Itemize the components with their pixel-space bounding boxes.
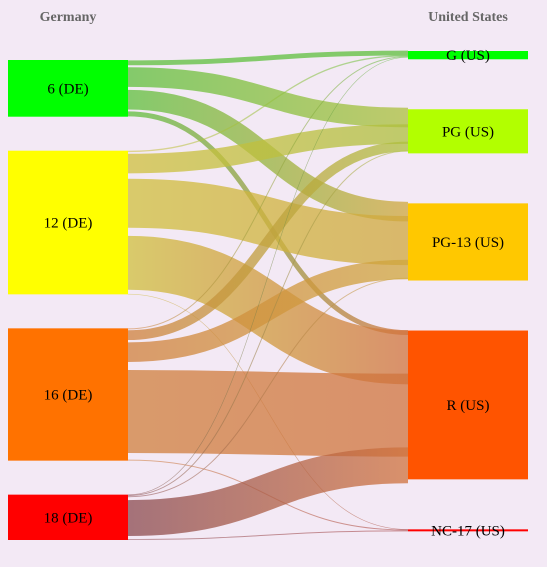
right-node-pg[interactable] bbox=[408, 109, 528, 154]
left-node-label-de6: 6 (DE) bbox=[47, 81, 88, 97]
left-node-de16[interactable] bbox=[8, 328, 128, 461]
right-node-r[interactable] bbox=[408, 330, 528, 480]
left-node-label-de12: 12 (DE) bbox=[44, 216, 93, 232]
right-node-nc17[interactable] bbox=[408, 529, 528, 532]
right-node-label-r: R (US) bbox=[447, 398, 490, 414]
link-de12-to-g[interactable] bbox=[127, 55, 409, 153]
link-de18-to-g[interactable] bbox=[127, 56, 409, 496]
left-node-de18[interactable] bbox=[8, 494, 128, 540]
link-de6-to-g[interactable] bbox=[127, 50, 409, 66]
link-de18-to-r[interactable] bbox=[127, 447, 409, 537]
link-de12-to-pg13[interactable] bbox=[127, 178, 409, 266]
link-de18-to-pg13[interactable] bbox=[127, 277, 409, 498]
left-header: Germany bbox=[40, 10, 97, 25]
right-node-label-pg13: PG-13 (US) bbox=[432, 235, 504, 251]
left-node-label-de16: 16 (DE) bbox=[44, 387, 93, 403]
link-de12-to-pg[interactable] bbox=[127, 124, 409, 174]
right-node-label-g: G (US) bbox=[446, 48, 490, 64]
link-de16-to-r[interactable] bbox=[127, 369, 409, 457]
nodes-layer: 6 (DE) 12 (DE) 16 (DE) 18 (DE) G (US) PG (US)… bbox=[8, 48, 528, 540]
right-header: United States bbox=[428, 10, 508, 25]
link-de18-to-pg[interactable] bbox=[127, 150, 409, 497]
right-node-label-nc17: NC-17 (US) bbox=[431, 523, 505, 539]
left-node-de6[interactable] bbox=[8, 60, 128, 117]
right-node-g[interactable] bbox=[408, 51, 528, 60]
left-node-de12[interactable] bbox=[8, 150, 128, 295]
right-node-pg13[interactable] bbox=[408, 203, 528, 281]
link-de6-to-pg[interactable] bbox=[127, 67, 409, 128]
link-de16-to-g[interactable] bbox=[127, 56, 409, 330]
links-layer bbox=[127, 50, 409, 540]
link-de16-to-pg[interactable] bbox=[127, 141, 409, 341]
right-node-label-pg: PG (US) bbox=[442, 124, 494, 140]
link-de18-to-nc17[interactable] bbox=[127, 530, 409, 540]
link-de16-to-pg13[interactable] bbox=[127, 259, 409, 362]
left-node-label-de18: 18 (DE) bbox=[44, 510, 93, 526]
